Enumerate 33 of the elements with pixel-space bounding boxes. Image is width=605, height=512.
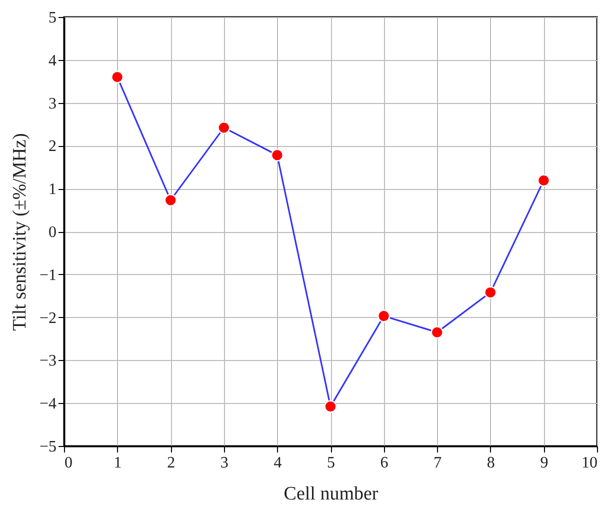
x-tick-label: 1 bbox=[114, 454, 122, 472]
y-tick-label: −1 bbox=[39, 266, 56, 284]
y-tick-label: 2 bbox=[48, 138, 56, 156]
point bbox=[378, 310, 390, 322]
y-tick-label: 3 bbox=[48, 95, 56, 112]
point bbox=[484, 286, 497, 299]
point bbox=[218, 121, 230, 134]
y-axis-title: Tilt sensitivity (±%/MHz) bbox=[9, 133, 30, 331]
y-tick-label: −2 bbox=[39, 310, 56, 327]
y-tick-label: 4 bbox=[48, 52, 56, 70]
x-tick-label: 0 bbox=[64, 454, 72, 472]
x-tick-label: 2 bbox=[167, 454, 176, 472]
point bbox=[111, 70, 124, 84]
x-tick-label: 6 bbox=[380, 454, 388, 472]
y-tick-label: 5 bbox=[48, 10, 56, 26]
y-tick-label: 0 bbox=[48, 224, 56, 241]
x-tick-label: 7 bbox=[434, 454, 442, 472]
y-tick-label: −4 bbox=[39, 396, 56, 413]
x-tick-label: 10 bbox=[582, 454, 598, 472]
point bbox=[164, 194, 177, 206]
point bbox=[324, 400, 337, 413]
x-tick-label: 4 bbox=[274, 454, 282, 472]
point bbox=[537, 174, 550, 187]
x-tick-label: 8 bbox=[486, 454, 495, 472]
point bbox=[430, 326, 444, 339]
y-tick-label: −3 bbox=[39, 352, 56, 370]
x-tick-label: 3 bbox=[220, 454, 228, 472]
x-axis-title: Cell number bbox=[284, 484, 379, 504]
x-tick-label: 5 bbox=[327, 454, 335, 472]
point bbox=[270, 148, 284, 162]
y-tick-label: 1 bbox=[48, 181, 56, 198]
x-tick-label: 9 bbox=[540, 454, 548, 472]
y-tick-label: −5 bbox=[39, 438, 56, 456]
